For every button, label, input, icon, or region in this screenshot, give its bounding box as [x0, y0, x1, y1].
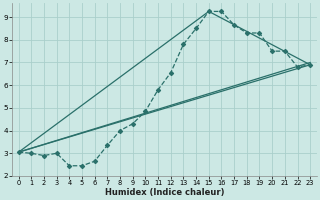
- X-axis label: Humidex (Indice chaleur): Humidex (Indice chaleur): [105, 188, 224, 197]
